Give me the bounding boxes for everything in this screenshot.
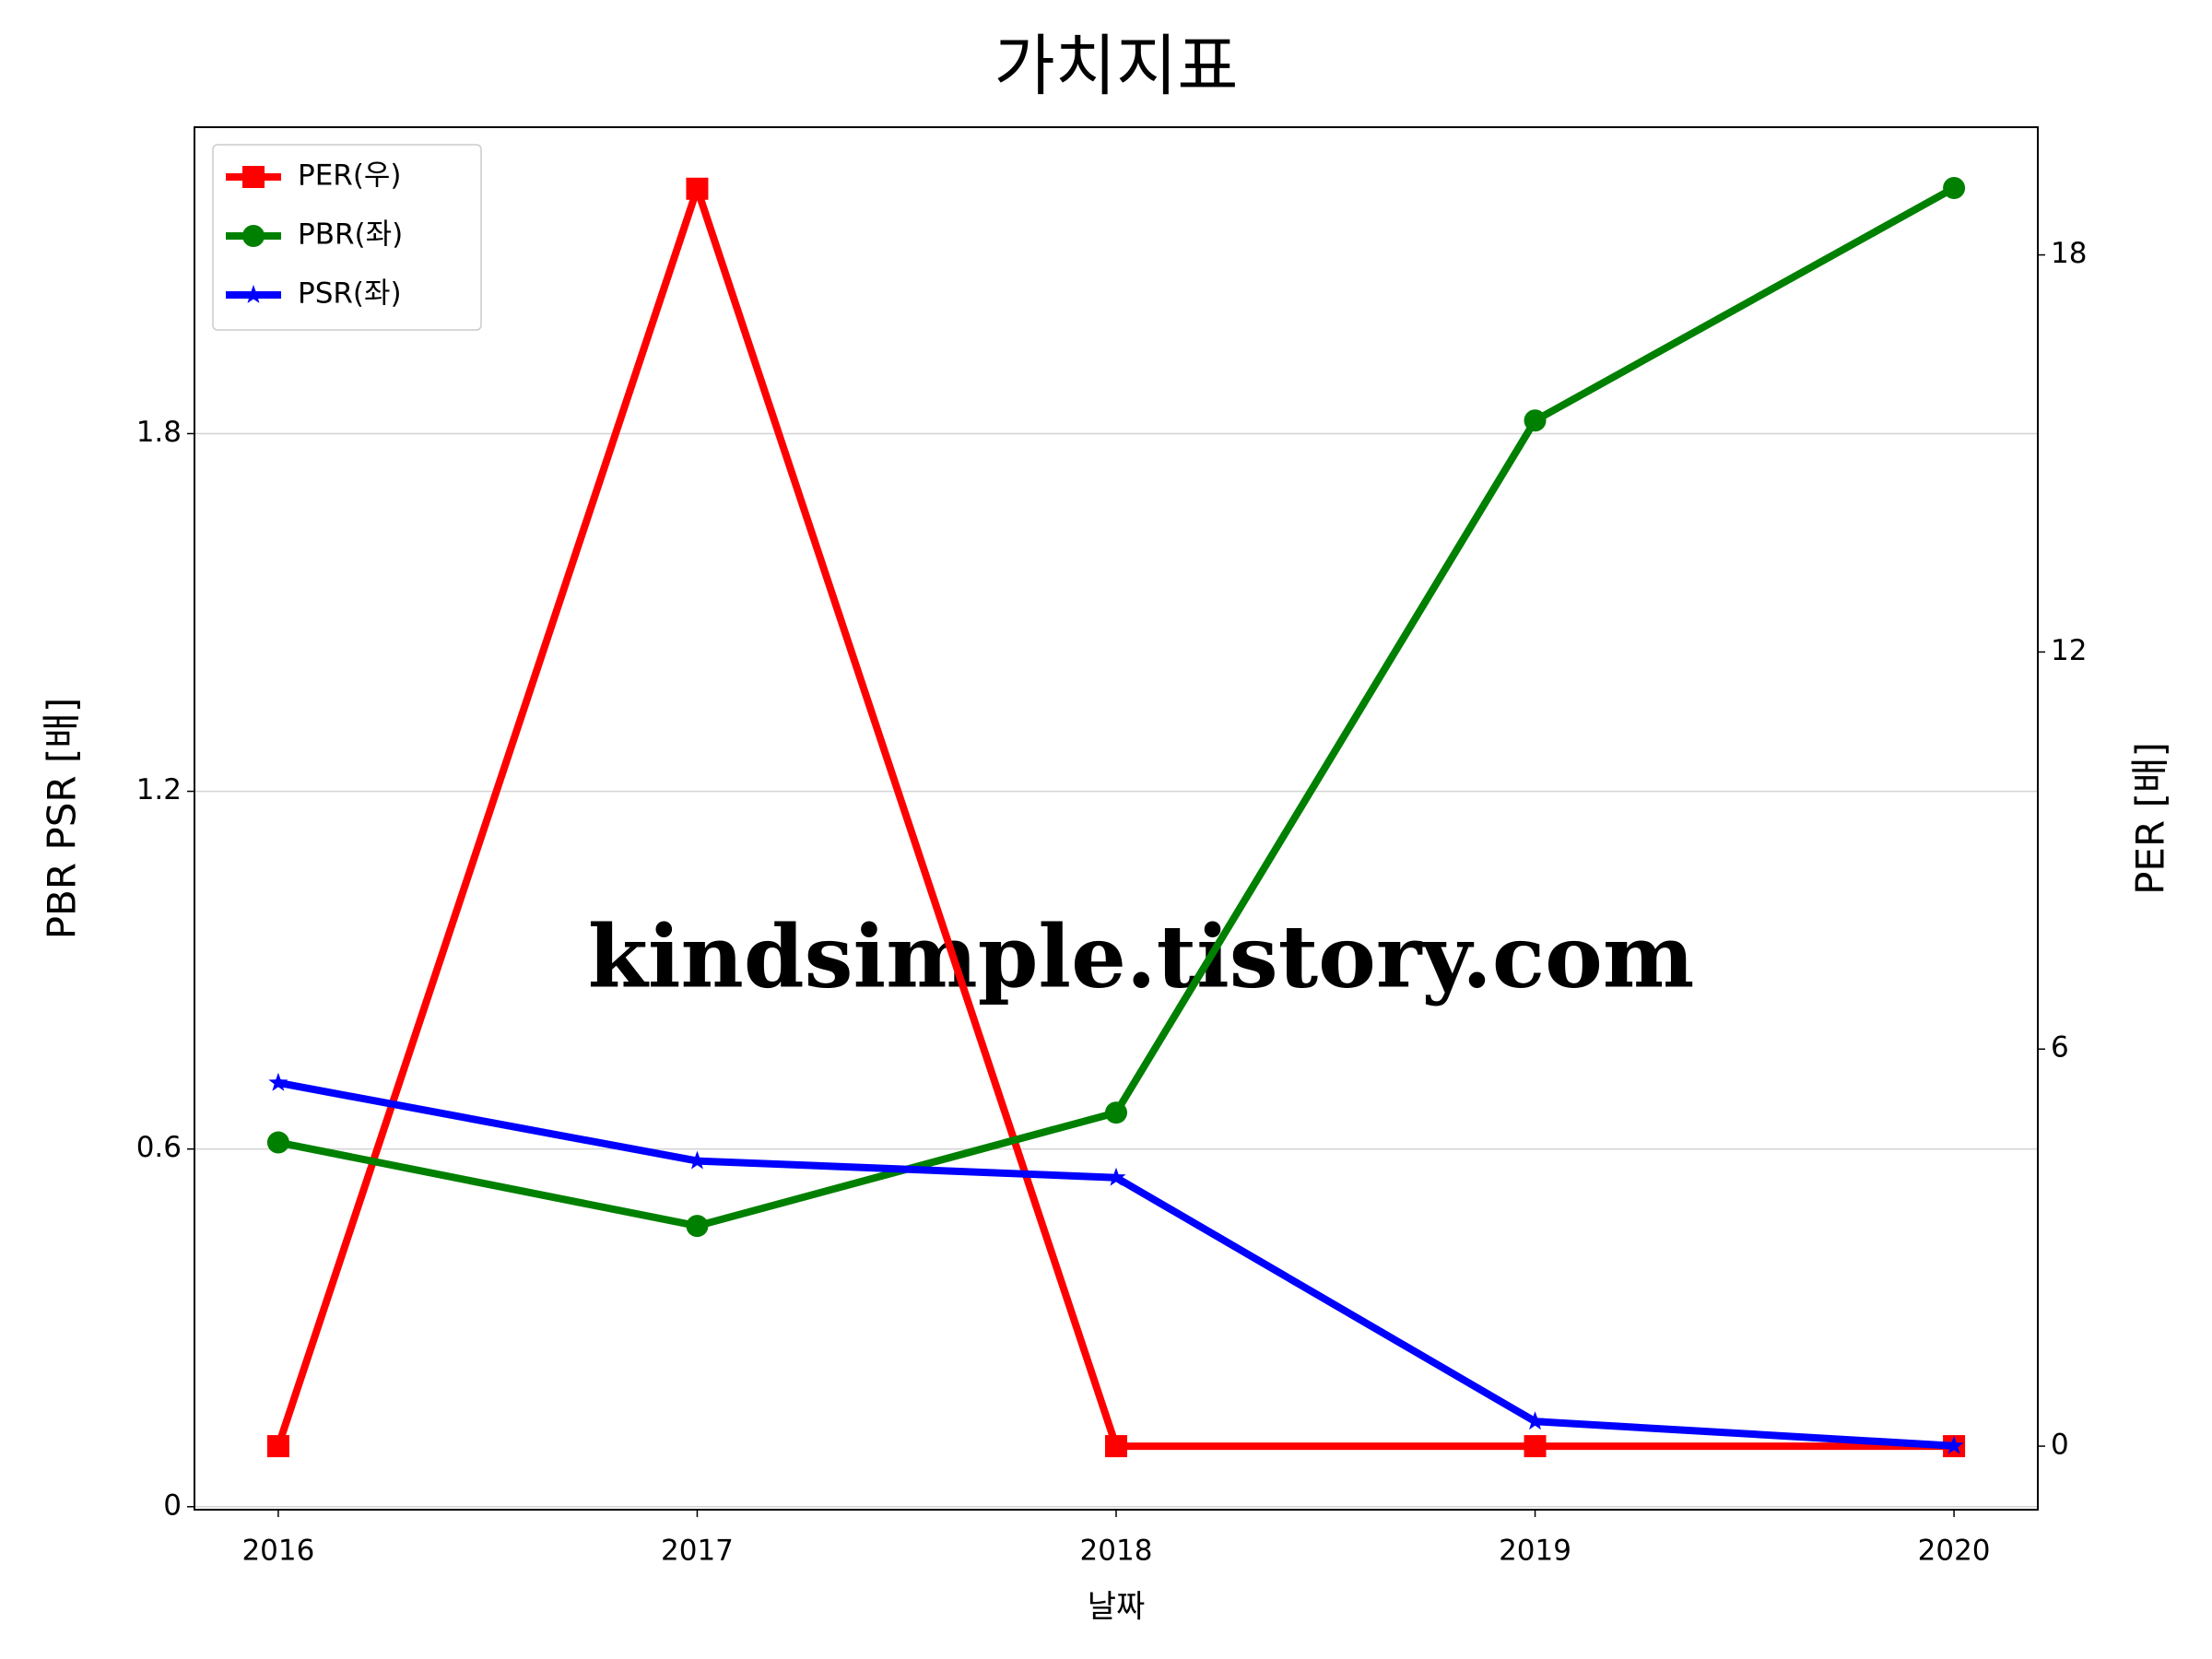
- marker: [242, 225, 265, 247]
- legend-label: PER(우): [298, 159, 402, 193]
- marker: [688, 1150, 707, 1170]
- chart-title: 가치지표: [994, 28, 1239, 105]
- legend-label: PSR(좌): [298, 277, 402, 311]
- marker: [266, 1131, 289, 1154]
- x-tick-label: 2016: [241, 1535, 314, 1568]
- y-tick-label: 0: [163, 1488, 182, 1522]
- marker: [1105, 1101, 1127, 1124]
- legend-box: [212, 144, 482, 331]
- marker: [1524, 1435, 1547, 1458]
- y2-tick-label: 12: [2051, 634, 2087, 667]
- marker: [242, 166, 265, 188]
- marker: [1943, 176, 1966, 199]
- y2-tick-label: 6: [2051, 1031, 2069, 1065]
- marker: [243, 285, 264, 303]
- y-tick-label: 1.2: [136, 773, 182, 806]
- marker: [1525, 1411, 1545, 1430]
- y-axis-label: PBR PSR [배]: [40, 698, 85, 940]
- marker: [266, 1435, 289, 1458]
- y2-axis-label: PER [배]: [2128, 742, 2173, 895]
- x-tick-label: 2020: [1918, 1535, 1991, 1568]
- y-tick-label: 1.8: [136, 416, 182, 449]
- x-tick-label: 2017: [661, 1535, 734, 1568]
- marker: [1524, 409, 1547, 432]
- marker: [1944, 1435, 1964, 1454]
- x-tick-label: 2018: [1080, 1535, 1153, 1568]
- marker: [268, 1072, 288, 1091]
- x-axis-label: 날짜: [1088, 1589, 1146, 1626]
- watermark: kindsimple.tistory.com: [588, 906, 1695, 1007]
- marker: [1106, 1167, 1126, 1186]
- marker: [686, 177, 709, 200]
- plot-frame: [194, 126, 2039, 1511]
- y-tick-label: 0.6: [136, 1131, 182, 1164]
- x-tick-label: 2019: [1499, 1535, 1571, 1568]
- y2-tick-label: 0: [2051, 1429, 2069, 1462]
- marker: [686, 1215, 709, 1238]
- marker: [1105, 1435, 1127, 1458]
- y2-tick-label: 18: [2051, 237, 2087, 270]
- legend-label: PBR(좌): [298, 218, 403, 252]
